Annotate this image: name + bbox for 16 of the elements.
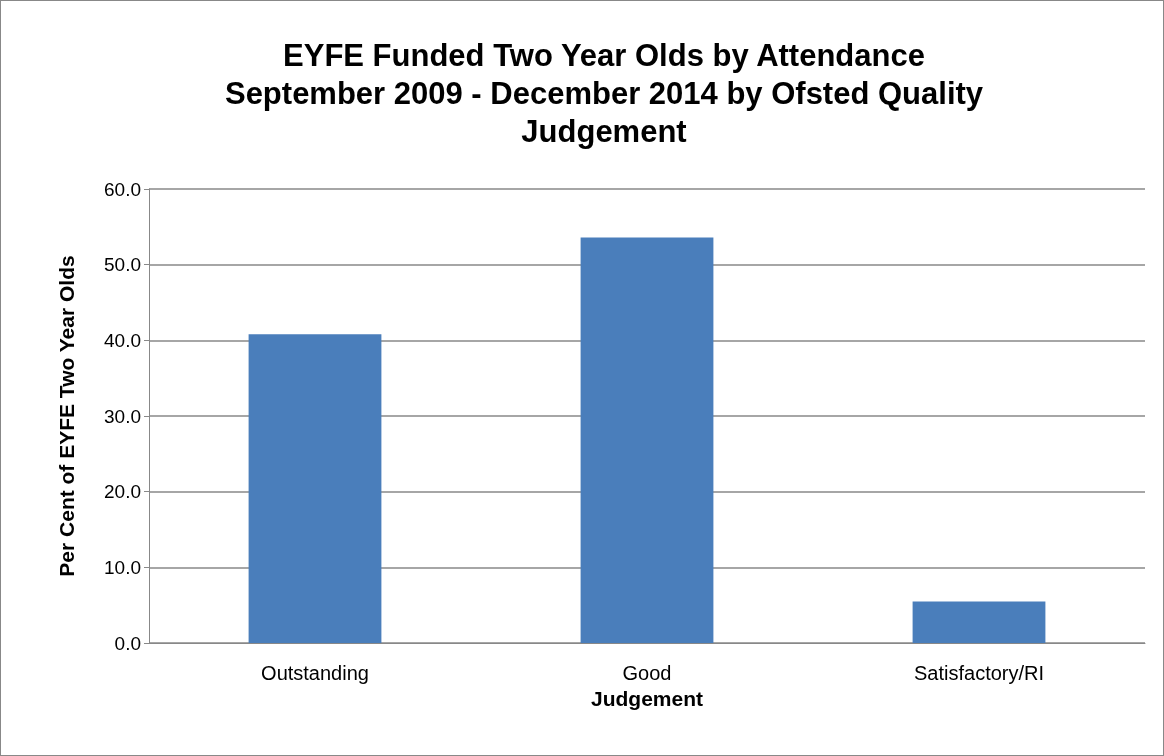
y-axis-title: Per Cent of EYFE Two Year Olds [55,255,78,577]
x-axis-title: Judgement [590,687,704,710]
y-tick-label: 0.0 [114,632,141,654]
chart-title: EYFE Funded Two Year Olds by Attendance September 2009 - December 2014 by Ofsted Quality Judgement [224,37,984,149]
x-tick-label: Outstanding [261,662,369,684]
x-tick-label: Good [622,662,672,684]
x-tick-label: Satisfactory/RI [913,662,1045,684]
y-tick-label: 40.0 [104,329,141,351]
y-tick-label: 20.0 [104,481,141,503]
y-tick-label: 30.0 [104,405,141,427]
y-tick-label: 50.0 [104,254,141,276]
y-tick-label: 10.0 [104,556,141,578]
bar [912,601,1046,643]
bar [580,237,714,643]
bar [248,334,382,643]
y-tick-label: 60.0 [104,178,141,200]
